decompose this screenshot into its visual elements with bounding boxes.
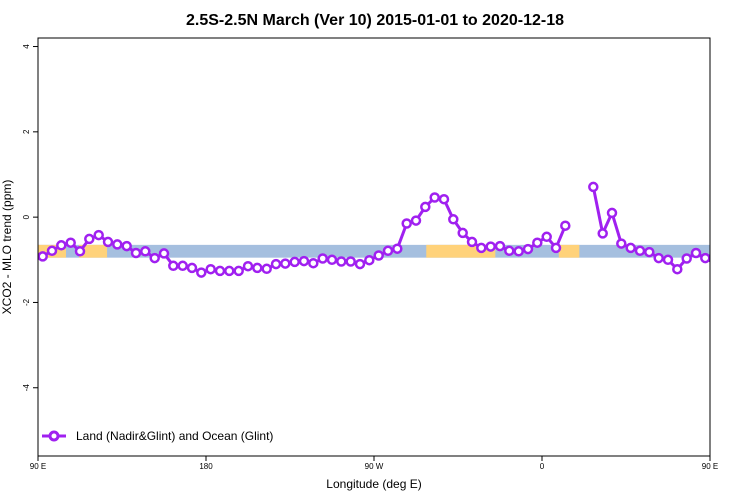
data-point [681,253,692,264]
data-point [233,265,244,277]
data-point [513,246,524,257]
data-point [382,245,394,257]
data-point [280,258,291,269]
data-point [466,236,478,248]
data-point [541,231,552,243]
data-point [270,258,282,270]
data-point [420,201,431,213]
data-point [644,246,655,258]
data-point [317,253,328,264]
data-point [597,228,608,239]
data-point [65,237,76,248]
legend: Land (Nadir&Glint) and Ocean (Glint) [42,429,273,443]
data-point [457,227,468,239]
data-point [93,229,104,241]
data-point [401,218,412,229]
data-point [504,245,515,257]
data-point [326,254,338,266]
data-point [252,262,263,274]
data-point [56,240,67,251]
data-point [84,233,95,245]
data-point [214,265,226,277]
data-point [177,260,188,272]
data-point [606,207,618,219]
data-point [168,260,179,272]
data-point [46,245,58,257]
data-point [373,250,384,261]
x-tick-label: 90 E [30,462,46,471]
data-point [112,239,123,250]
x-tick-label: 0 [540,462,545,471]
y-axis-label: XCO2 - MLO trend (ppm) [0,180,14,315]
data-point [354,258,366,270]
data-point [476,242,487,254]
y-axis: 4 2 0 -2 -4 [22,44,38,392]
data-point [308,257,319,269]
data-point [522,243,534,255]
data-point [429,192,440,203]
chart-title: 2.5S-2.5N March (Ver 10) 2015-01-01 to 2… [186,12,564,29]
ocean-bar [38,244,710,258]
legend-marker-swatch [48,430,60,442]
data-point [392,243,403,254]
data-point [550,242,562,254]
data-point [532,237,543,248]
data-point [140,246,151,257]
data-point [345,256,356,267]
data-point [102,236,114,248]
x-tick-label: 90 E [702,462,718,471]
data-point [625,242,636,254]
data-point [690,247,702,259]
data-point [336,256,347,267]
series-layer [38,181,747,278]
data-point [560,220,571,231]
data-point [588,181,599,193]
data-point [662,254,674,266]
data-point [485,241,496,252]
y-tick-label: 0 [22,214,31,219]
y-tick-label: -4 [22,384,31,392]
land-bar-segment [79,244,108,258]
data-point [709,260,710,266]
data-point [38,251,48,262]
data-point [448,214,459,225]
data-point [653,252,664,264]
data-point [196,267,207,278]
data-point [410,215,422,226]
data-point [289,256,300,268]
y-tick-label: 2 [22,129,31,134]
x-tick-label: 180 [199,462,213,471]
data-point [158,248,170,259]
x-axis: 90 E 180 90 W 0 90 E [30,456,718,471]
data-point [298,255,310,267]
data-point [494,240,506,252]
y-tick-label: -2 [22,298,31,306]
land-bar-segment [729,245,750,258]
legend-label: Land (Nadir&Glint) and Ocean (Glint) [76,429,273,443]
data-point [672,263,683,275]
data-point [121,240,132,252]
x-axis-label: Longitude (deg E) [326,477,421,491]
data-point [205,263,216,275]
data-point [700,252,710,264]
data-point [149,252,160,264]
data-point [186,262,198,274]
data-point [739,241,747,249]
land-bar-segment [558,244,580,258]
y-tick-label: 4 [22,44,31,49]
data-point [364,254,375,266]
data-point [242,260,254,272]
data-point [438,193,450,205]
data-point [616,238,627,249]
data-point [224,265,235,277]
data-point [74,246,86,257]
data-point [261,263,272,275]
data-point [634,245,646,257]
x-tick-label: 90 W [365,462,384,471]
surface-type-bar [38,244,750,258]
data-point [729,247,737,255]
data-point [130,247,142,259]
data-point [720,252,728,260]
